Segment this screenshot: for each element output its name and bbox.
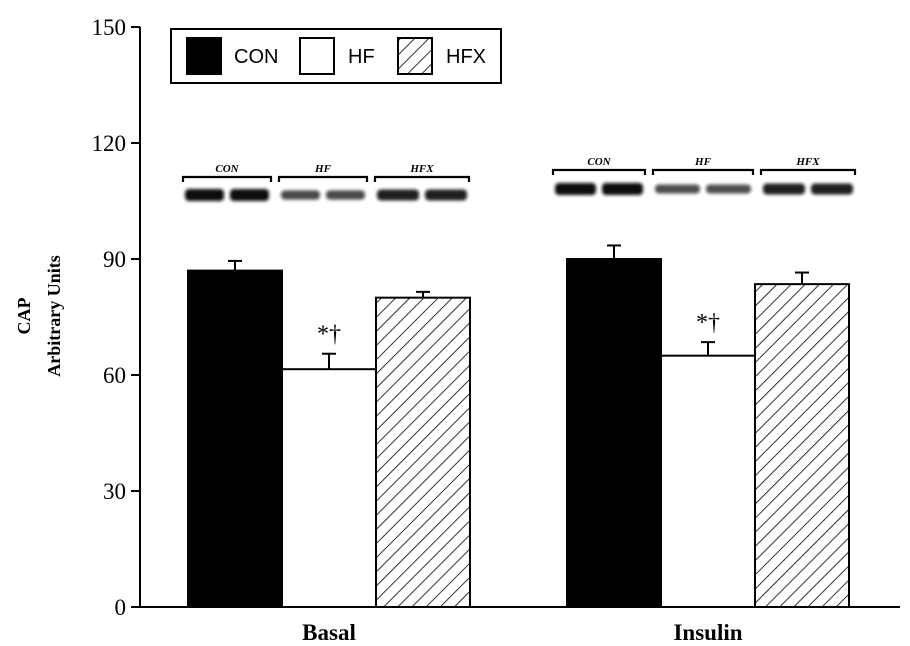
legend-label-hf: HF [348, 46, 375, 68]
bars: *† *† [187, 244, 850, 609]
blot-bracket [759, 168, 857, 175]
legend-swatch-hfx [397, 37, 433, 75]
category-label-basal: Basal [302, 620, 356, 645]
blot-lane-label: HF [314, 163, 332, 175]
y-tick-label: 0 [115, 595, 127, 620]
blot-bracket [181, 175, 273, 182]
significance-annotation: *† [696, 310, 720, 336]
y-tick-label: 30 [103, 479, 126, 504]
y-tick-label: 120 [92, 131, 127, 156]
western-blot-insets: CON HF HFX CON HF HFX [181, 156, 857, 201]
y-tick-label: 60 [103, 363, 126, 388]
y-axis-label-line-1: CAP [14, 298, 34, 335]
category-labels: Basal Insulin [302, 620, 743, 645]
blot-lane-label: HFX [795, 156, 820, 168]
blot-bracket [373, 175, 471, 182]
legend-label-con: CON [234, 46, 278, 68]
bar-insulin-hfx [754, 283, 850, 608]
bar-basal-hfx [375, 296, 471, 608]
blot-band [763, 183, 805, 195]
blot-bracket [551, 168, 647, 175]
legend-label-hfx: HFX [446, 46, 486, 68]
legend-swatch-hf [299, 37, 335, 75]
blot-bracket [651, 168, 755, 175]
blot-band [555, 183, 596, 195]
blot-lane-label: CON [587, 156, 611, 168]
blot-band [811, 183, 853, 195]
bar-basal-hf [281, 368, 377, 609]
bar-insulin-hf [660, 354, 756, 608]
y-tick-label: 150 [92, 15, 127, 40]
blot-band [425, 189, 467, 201]
significance-annotation: *† [317, 322, 341, 348]
blot-band [326, 190, 365, 200]
blot-band [281, 190, 320, 200]
legend: CON HF HFX [170, 28, 502, 84]
blot-lane-label: HF [694, 156, 712, 168]
y-axis-label-line-2: Arbitrary Units [44, 255, 64, 376]
legend-box [170, 28, 502, 84]
blot-bracket [277, 175, 369, 182]
blot-band [377, 189, 419, 201]
category-label-insulin: Insulin [673, 620, 742, 645]
y-ticks: 0 30 60 90 120 150 [92, 15, 140, 620]
blot-lane-label: HFX [409, 163, 434, 175]
legend-swatch-con [186, 37, 222, 75]
bar-insulin-con [566, 258, 662, 608]
blot-band [230, 189, 269, 201]
y-tick-label: 90 [103, 247, 126, 272]
blot-band [185, 189, 224, 201]
blot-band [655, 184, 700, 194]
blot-band [602, 183, 643, 195]
blot-band [706, 184, 751, 194]
blot-lane-label: CON [215, 163, 239, 175]
bar-basal-con [187, 269, 283, 608]
